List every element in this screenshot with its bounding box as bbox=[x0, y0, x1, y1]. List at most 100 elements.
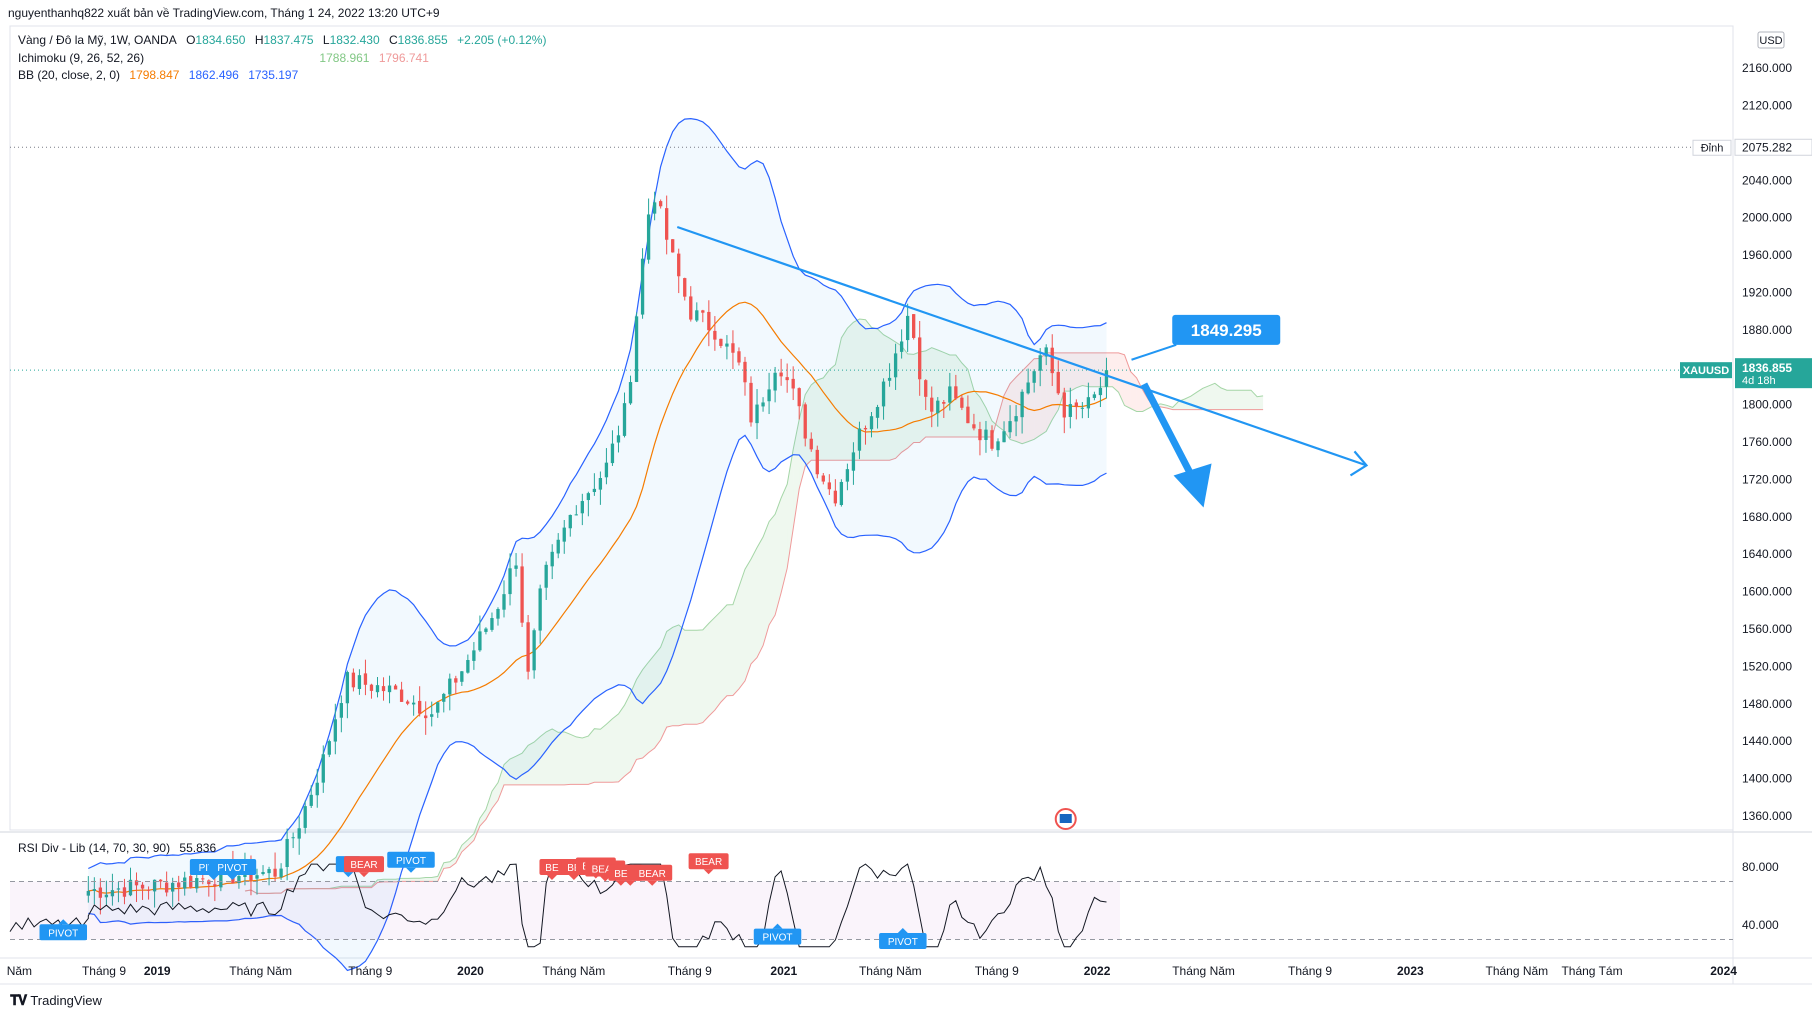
symbol-name: Vàng / Đô la Mỹ, 1W, OANDA bbox=[18, 33, 177, 47]
candle bbox=[387, 675, 392, 704]
candle-body bbox=[375, 685, 380, 693]
cloud-segment bbox=[600, 724, 607, 783]
candle-body bbox=[689, 296, 693, 320]
rsi-badge-label: BEAR bbox=[695, 857, 722, 868]
candle bbox=[207, 879, 211, 897]
cloud-segment bbox=[1082, 352, 1089, 387]
candle-body bbox=[140, 884, 145, 889]
candle bbox=[484, 627, 488, 635]
price-tick-label: 1400.000 bbox=[1742, 772, 1792, 786]
rsi-tick-label: 80.000 bbox=[1742, 860, 1779, 874]
l-label: L bbox=[322, 33, 330, 47]
ichimoku-value-1: 1788.961 bbox=[319, 51, 370, 65]
cloud-segment bbox=[1196, 388, 1203, 410]
trendline bbox=[676, 225, 1367, 467]
cloud-segment bbox=[479, 809, 486, 826]
cloud-segment bbox=[739, 569, 745, 689]
cloud-segment bbox=[769, 514, 776, 625]
candle-body bbox=[1008, 421, 1012, 433]
candle bbox=[508, 553, 512, 606]
rsi-badge-box bbox=[879, 932, 927, 949]
bb-lower-value: 1735.197 bbox=[248, 68, 299, 82]
candle bbox=[761, 397, 765, 412]
candle-body bbox=[315, 782, 319, 796]
candle-body bbox=[122, 887, 127, 897]
candle bbox=[309, 785, 313, 808]
candle bbox=[677, 248, 681, 294]
candle bbox=[1086, 382, 1091, 418]
rsi-badge-bear: BEAR bbox=[688, 853, 729, 875]
cloud-segment bbox=[907, 353, 914, 449]
tradingview-footer[interactable]: 𝐓𝐕 TradingView bbox=[10, 992, 102, 1009]
candle-body bbox=[731, 343, 735, 353]
candle-body bbox=[297, 828, 301, 839]
candle-body bbox=[725, 343, 729, 347]
candle bbox=[839, 479, 844, 507]
candle-body bbox=[918, 337, 922, 380]
candle-body bbox=[1044, 347, 1048, 357]
candle-body bbox=[665, 208, 669, 240]
callout-leader bbox=[1131, 343, 1177, 361]
cloud-segment bbox=[1233, 390, 1239, 410]
candle-body bbox=[755, 404, 759, 424]
candle bbox=[731, 330, 735, 370]
candle bbox=[905, 303, 910, 352]
candle bbox=[893, 343, 898, 390]
candle bbox=[375, 677, 380, 698]
cloud-segment bbox=[1118, 352, 1125, 406]
candle bbox=[683, 277, 687, 301]
cloud-segment bbox=[528, 742, 535, 785]
candle bbox=[261, 865, 265, 876]
tradingview-logo-icon: 𝐓𝐕 bbox=[10, 992, 27, 1008]
cloud-segment bbox=[931, 347, 938, 437]
candle-body bbox=[104, 894, 109, 898]
rsi-badge-label: PIVOT bbox=[217, 863, 247, 874]
candle-body bbox=[321, 754, 325, 783]
candle-body bbox=[520, 566, 524, 623]
candle-body bbox=[996, 441, 1000, 451]
cloud-segment bbox=[1166, 405, 1173, 410]
price-tick-label: 1880.000 bbox=[1742, 323, 1792, 337]
candle-body bbox=[454, 678, 458, 683]
cloud-segment bbox=[401, 878, 408, 882]
candle-body bbox=[984, 429, 988, 440]
price-tick-label: 1640.000 bbox=[1742, 547, 1792, 561]
candle bbox=[610, 430, 615, 466]
candle-body bbox=[339, 703, 344, 718]
rsi-badge-pointer bbox=[647, 880, 658, 886]
candle-body bbox=[532, 630, 536, 671]
candle bbox=[454, 675, 458, 695]
candle-body bbox=[767, 389, 771, 402]
candle bbox=[520, 553, 524, 627]
rsi-badge-box bbox=[688, 853, 729, 870]
cloud-segment bbox=[751, 547, 757, 664]
cloud-segment bbox=[660, 631, 667, 740]
candle bbox=[695, 302, 699, 323]
candle bbox=[809, 432, 813, 452]
candle bbox=[122, 878, 127, 905]
candle-body bbox=[207, 880, 211, 885]
cloud-segment bbox=[407, 878, 414, 882]
time-tick-label: Tháng 9 bbox=[668, 964, 712, 978]
cloud-segment bbox=[455, 845, 462, 863]
candle bbox=[586, 491, 591, 517]
candle-body bbox=[86, 890, 90, 896]
candle-body bbox=[568, 514, 572, 529]
candle-body bbox=[267, 869, 271, 874]
time-tick-label: Năm bbox=[7, 964, 32, 978]
candle-body bbox=[393, 685, 398, 690]
rsi-badge-box bbox=[608, 864, 634, 881]
cloud-segment bbox=[642, 662, 649, 758]
candle-body bbox=[116, 888, 121, 890]
candle-body bbox=[285, 838, 289, 868]
candle-body bbox=[833, 490, 838, 504]
candle bbox=[755, 389, 759, 440]
price-tag-countdown: 4d 18h bbox=[1742, 375, 1776, 387]
rsi-badge-pointer bbox=[58, 919, 69, 925]
candle bbox=[713, 316, 717, 351]
cloud-segment bbox=[684, 630, 691, 725]
cloud-segment bbox=[979, 397, 986, 437]
candle bbox=[146, 886, 151, 900]
open-value: 1834.650 bbox=[195, 33, 246, 47]
